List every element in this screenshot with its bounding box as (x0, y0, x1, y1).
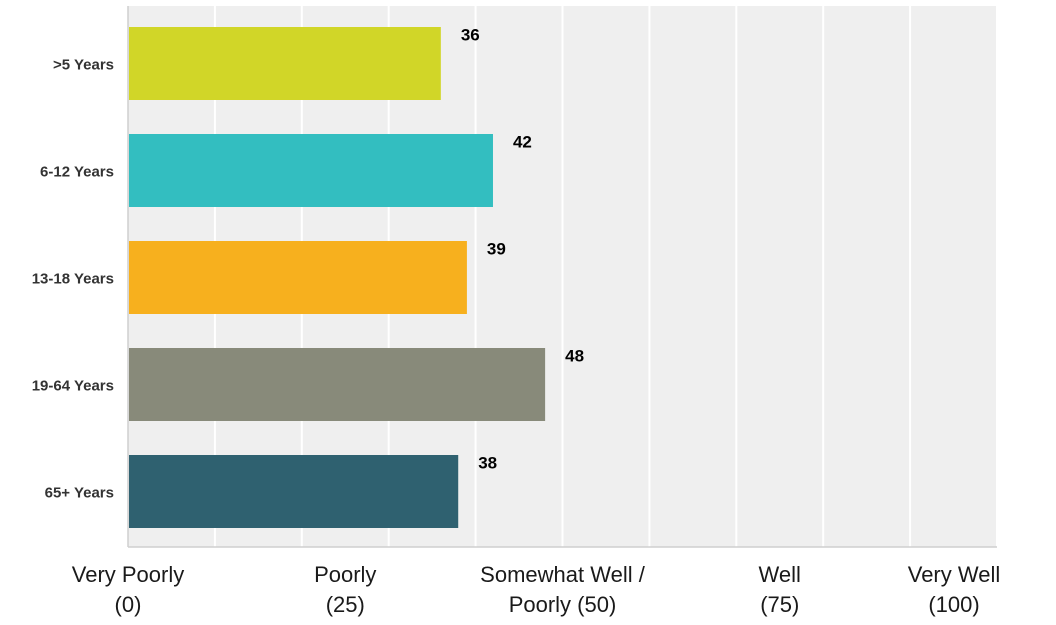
value-label: 39 (487, 240, 506, 259)
category-label: 65+ Years (45, 485, 114, 502)
x-tick-label: Well (75) (758, 562, 801, 617)
x-tick-label: Poorly (25) (314, 562, 377, 617)
category-label: 13-18 Years (32, 271, 114, 288)
category-label: 6-12 Years (40, 164, 114, 181)
bar (129, 348, 546, 421)
value-label: 36 (461, 26, 480, 45)
bar (129, 455, 459, 528)
chart-plot: >5 Years 36 6-12 Years 42 13-18 Years 39 19-64… (32, 6, 998, 548)
bar (129, 27, 441, 100)
category-label: 19-64 Years (32, 378, 114, 395)
value-label: 48 (565, 347, 584, 366)
bar (129, 134, 493, 207)
value-label: 38 (478, 454, 497, 473)
x-tick-label: Very Well (100) (907, 562, 1001, 617)
x-tick-label: Very Poorly (0) (71, 562, 185, 617)
value-label: 42 (513, 133, 532, 152)
bar (129, 241, 467, 314)
x-tick-label: Somewhat Well / Poorly (50) (480, 562, 645, 617)
category-label: >5 Years (53, 57, 114, 74)
